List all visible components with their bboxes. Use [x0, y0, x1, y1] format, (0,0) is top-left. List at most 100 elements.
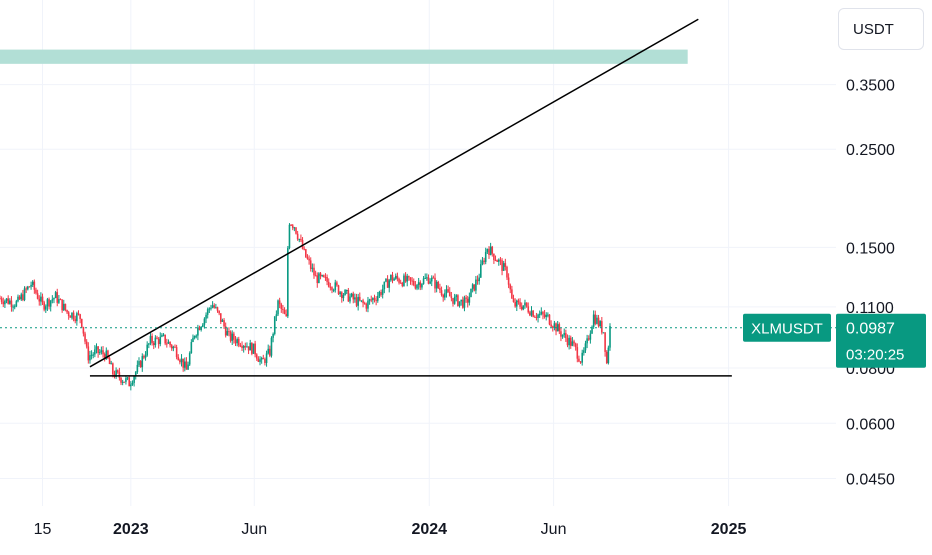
- drawn-lines[interactable]: [89, 18, 732, 377]
- candle-body: [318, 273, 320, 284]
- time-tick-label: 2024: [411, 521, 447, 538]
- candle-body: [269, 348, 271, 356]
- candle-body: [164, 334, 166, 344]
- candle-body: [193, 335, 196, 338]
- candle-body: [300, 239, 302, 241]
- countdown-label: 03:20:25: [846, 347, 904, 364]
- candle-body: [480, 264, 482, 278]
- candle-body: [430, 277, 433, 282]
- candle-body: [466, 298, 469, 303]
- candle-body: [457, 295, 459, 306]
- candle-body: [447, 289, 449, 292]
- candle-body: [569, 337, 572, 346]
- candle-body: [380, 291, 382, 295]
- resistance-zone: [0, 49, 688, 64]
- candle-body: [475, 279, 477, 291]
- candle-body: [177, 357, 180, 361]
- price-tick-label: 0.2500: [846, 142, 895, 159]
- candle-body: [342, 294, 345, 299]
- candle-body: [408, 276, 410, 278]
- candle-body: [185, 361, 188, 370]
- currency-label: USDT: [853, 20, 894, 38]
- candle-body: [25, 288, 27, 290]
- candle-body: [556, 324, 559, 332]
- candle-body: [594, 314, 597, 324]
- candle-body: [601, 321, 603, 333]
- candle-body: [529, 312, 531, 316]
- candle-body: [5, 298, 8, 301]
- candle-body: [450, 296, 453, 299]
- candle-body: [596, 317, 598, 324]
- candle-body: [36, 293, 39, 299]
- candle-body: [126, 377, 129, 379]
- candle-body: [519, 302, 521, 307]
- candle-body: [4, 300, 6, 305]
- candle-body: [169, 341, 171, 346]
- candle-body: [326, 277, 328, 282]
- candle-body: [35, 289, 37, 294]
- price-tick-label: 0.1100: [846, 300, 894, 317]
- candle-body: [558, 324, 561, 332]
- candle-body: [12, 306, 14, 308]
- candle-body: [370, 299, 373, 301]
- candle-body: [275, 314, 278, 317]
- candle-body: [188, 353, 191, 365]
- candle-body: [228, 331, 230, 333]
- candle-body: [587, 338, 590, 340]
- candle-body: [586, 338, 588, 344]
- candle-body: [270, 337, 273, 356]
- candle-body: [604, 332, 606, 352]
- candle-body: [331, 287, 333, 291]
- candle-body: [131, 382, 134, 385]
- candle-body: [376, 295, 379, 301]
- candle-body: [548, 314, 551, 325]
- candle-body: [470, 288, 472, 298]
- candle-body: [213, 305, 216, 308]
- candle-body: [401, 282, 404, 286]
- candle-body: [123, 381, 126, 383]
- candle-body: [260, 358, 263, 360]
- candle-body: [141, 356, 144, 368]
- candle-body: [184, 361, 186, 368]
- candle-body: [481, 260, 484, 265]
- candle-body: [18, 296, 21, 300]
- candle-body: [344, 290, 346, 295]
- candle-body: [372, 298, 374, 301]
- candle-body: [0, 298, 1, 300]
- candle-body: [179, 360, 181, 363]
- candle-body: [10, 300, 13, 307]
- price-axis[interactable]: 0.35000.25000.15000.11000.08000.06000.04…: [846, 78, 895, 489]
- candle-body: [579, 361, 582, 363]
- candle-body: [504, 263, 507, 267]
- time-tick-label: 15: [34, 521, 52, 538]
- candle-body: [506, 266, 508, 278]
- candle-body: [89, 355, 91, 361]
- candle-body: [9, 300, 11, 304]
- candle-body: [324, 277, 327, 279]
- candle-body: [597, 317, 600, 327]
- candle-body: [573, 341, 575, 344]
- candle-body: [154, 337, 157, 346]
- candle-body: [592, 314, 595, 327]
- candle-body: [15, 301, 18, 307]
- candle-body: [391, 274, 394, 281]
- candle-body: [38, 298, 41, 302]
- candle-body: [152, 342, 155, 346]
- candle-body: [100, 350, 103, 353]
- candle-body: [210, 307, 212, 309]
- candle-body: [533, 316, 536, 318]
- candle-body: [166, 343, 168, 345]
- price-tick-label: 0.0450: [846, 472, 895, 489]
- candle-body: [64, 303, 67, 310]
- time-axis[interactable]: 15 2023 Jun 2024 Jun 2025: [34, 521, 747, 538]
- candle-body: [40, 296, 42, 302]
- candle-body: [234, 339, 237, 344]
- candle-body: [66, 309, 68, 313]
- candle-body: [511, 289, 513, 299]
- currency-selector[interactable]: USDT: [838, 8, 924, 50]
- candle-body: [488, 248, 490, 256]
- candle-body: [429, 281, 431, 284]
- candle-body: [501, 260, 503, 271]
